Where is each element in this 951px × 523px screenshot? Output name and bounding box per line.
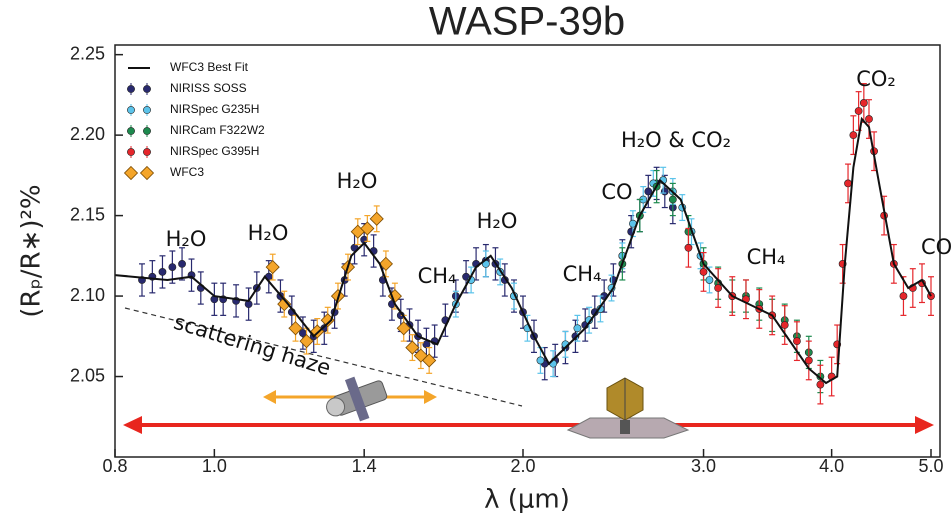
annotation: H₂O (248, 221, 289, 245)
point (804, 356, 813, 365)
point (899, 292, 908, 300)
y-tick-label: 2.05 (70, 365, 105, 385)
point (127, 148, 135, 156)
point (536, 356, 545, 365)
x-tick-label: 5.0 (918, 456, 943, 476)
point (168, 263, 177, 271)
point (288, 321, 303, 336)
point (178, 259, 186, 268)
y-tick-label: 2.10 (70, 285, 105, 305)
point (573, 324, 582, 333)
y-tick-label: 2.25 (70, 43, 105, 63)
point (660, 187, 669, 196)
annotation: CH₄ (418, 264, 457, 288)
best-fit-line (114, 116, 932, 385)
point (369, 211, 384, 226)
point (422, 353, 437, 368)
annotation: H₂O (477, 209, 518, 233)
point (405, 340, 420, 355)
jwst-icon (566, 377, 690, 439)
series (618, 169, 825, 394)
point (299, 334, 314, 349)
annotation: CH₄ (563, 262, 602, 286)
annotation: H₂O (337, 169, 378, 193)
point (865, 115, 873, 123)
y-tick-label: 2.20 (70, 124, 105, 144)
x-tick-label: 4.0 (819, 456, 844, 476)
point (816, 380, 825, 389)
series (265, 205, 437, 374)
x-tick-label: 0.8 (102, 456, 127, 476)
point (360, 221, 375, 236)
legend-label: NIRISS SOSS (170, 81, 247, 95)
point (265, 260, 280, 275)
annotation: CH₄ (747, 245, 786, 269)
point (143, 148, 151, 156)
legend-label: WFC3 Best Fit (170, 60, 249, 74)
x-tick-label: 3.0 (691, 456, 716, 476)
point (644, 187, 653, 196)
hubble-icon (326, 376, 388, 422)
point (699, 268, 708, 276)
point (139, 165, 155, 181)
x-axis-label: λ (μm) (484, 485, 570, 515)
point (127, 85, 135, 93)
legend-label: NIRSpec G235H (170, 102, 259, 116)
annotation: H₂O & CO₂ (621, 128, 731, 152)
point (844, 179, 852, 188)
point (378, 256, 393, 271)
y-axis-label: (Rₚ/R∗)²% (17, 184, 47, 317)
red-arrow (123, 416, 934, 434)
legend-label: WFC3 (170, 165, 204, 179)
annotation: H₂O (166, 227, 207, 251)
point (793, 337, 801, 346)
x-tick-label: 1.0 (202, 456, 227, 476)
point (684, 243, 693, 252)
point (143, 106, 151, 114)
point (668, 195, 677, 204)
point (859, 99, 868, 107)
point (780, 321, 789, 329)
point (127, 106, 135, 114)
annotation: CO (601, 180, 632, 204)
point (277, 297, 292, 312)
point (123, 165, 139, 181)
legend: WFC3 Best Fit NIRISS SOSS NIRSpec G235H NIR… (123, 60, 265, 181)
x-tick-label: 1.4 (352, 456, 377, 476)
point (705, 276, 714, 284)
point (854, 107, 863, 115)
point (849, 131, 858, 140)
point (158, 268, 167, 276)
plot-frame (114, 44, 941, 458)
point (143, 127, 151, 135)
y-tick-label: 2.15 (70, 204, 105, 224)
annotation: CO₂ (856, 67, 896, 91)
point (127, 127, 135, 135)
plot-area (114, 83, 935, 405)
chart-title: WASP-39b (429, 0, 625, 44)
point (396, 321, 411, 336)
point (714, 284, 723, 292)
legend-label: NIRCam F322W2 (170, 123, 265, 137)
annotation: CO (921, 235, 951, 259)
point (143, 85, 151, 93)
legend-label: NIRSpec G395H (170, 144, 259, 158)
x-tick-label: 2.0 (510, 456, 535, 476)
